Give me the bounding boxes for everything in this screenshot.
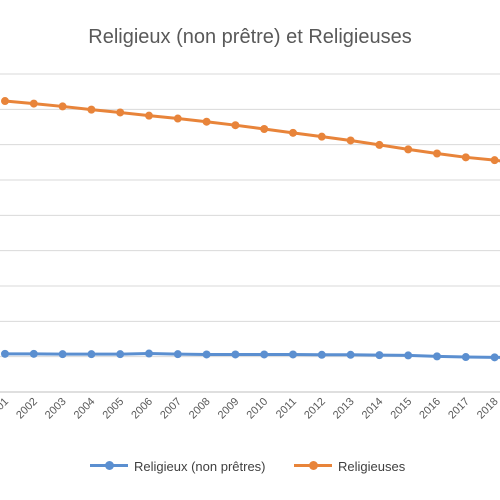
chart-title: Religieux (non prêtre) et Religieuses [88, 26, 412, 48]
series-layer [1, 97, 500, 362]
x-tick-label: 2011 [274, 396, 299, 421]
x-tick-label: 2010 [245, 396, 271, 422]
data-point [202, 350, 211, 359]
data-point [173, 350, 182, 359]
data-point [1, 349, 9, 358]
data-point [317, 132, 326, 141]
data-point [289, 350, 297, 359]
data-point [289, 128, 297, 137]
data-point [375, 351, 384, 360]
legend-item-religieuses: Religieuses [294, 456, 405, 476]
x-tick-label: 2003 [43, 396, 69, 422]
data-point [29, 99, 38, 108]
legend-item-religieux: Religieux (non prêtres) [90, 456, 266, 476]
legend-marker-religieuses [294, 456, 332, 476]
data-point [404, 351, 413, 360]
x-tick-label: 2017 [446, 396, 472, 422]
x-tick-label: 2004 [72, 396, 98, 422]
data-point [29, 349, 38, 358]
legend-label-religieux: Religieux (non prêtres) [134, 458, 266, 474]
x-tick-label: 2007 [158, 396, 184, 422]
x-tick-label: 2006 [129, 396, 155, 422]
data-point [346, 350, 355, 359]
data-point [490, 156, 499, 165]
data-point [404, 145, 413, 154]
x-tick-label: 2008 [187, 396, 213, 422]
x-tick-label: 2018 [475, 396, 500, 422]
data-point [461, 353, 470, 362]
data-point [317, 350, 326, 359]
data-point [116, 350, 125, 359]
x-tick-label: 2009 [216, 396, 242, 422]
x-tick-label: 2012 [302, 396, 328, 422]
data-point [1, 97, 9, 106]
x-tick-label: 2005 [101, 396, 127, 422]
data-point [145, 111, 153, 120]
series-religieuses [1, 97, 500, 165]
data-point [375, 140, 384, 149]
data-point [116, 108, 125, 117]
data-point [58, 350, 67, 359]
data-point [173, 114, 182, 123]
data-point [202, 117, 211, 126]
x-tick-label: 2016 [417, 396, 443, 422]
x-tick-label: 2001 [0, 396, 11, 422]
data-point [260, 125, 269, 134]
data-point [87, 350, 96, 359]
data-point [145, 349, 153, 358]
data-point [461, 153, 470, 162]
data-point [433, 352, 441, 361]
x-tick-labels: 2001 2002 2003 2004 2005 2006 2007 2008 2009 2010… [0, 396, 500, 422]
legend: Religieux (non prêtres) Religieuses [0, 456, 500, 476]
x-tick-label: 2013 [331, 396, 357, 422]
legend-marker-religieux [90, 456, 128, 476]
legend-label-religieuses: Religieuses [338, 458, 406, 474]
data-point [231, 350, 240, 359]
data-point [231, 121, 240, 130]
x-tick-label: 2014 [360, 396, 386, 422]
data-point [433, 149, 441, 158]
data-point [87, 105, 96, 114]
series-religieux [1, 349, 500, 362]
data-point [490, 353, 499, 362]
gridlines [0, 73, 500, 358]
data-point [346, 136, 355, 145]
data-point [260, 350, 269, 359]
series-line [4, 99, 500, 163]
data-point [58, 102, 67, 111]
x-tick-label: 2015 [389, 396, 415, 422]
x-tick-label: 2002 [14, 396, 40, 422]
